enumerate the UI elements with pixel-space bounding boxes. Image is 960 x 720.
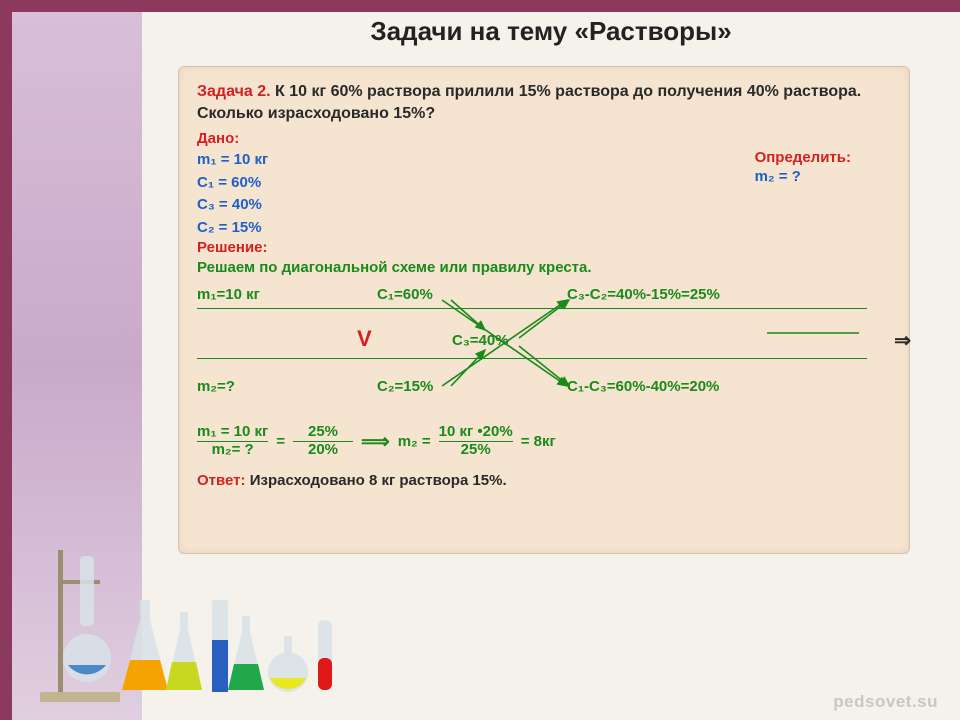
given-c3: C₃ = 40% <box>197 194 268 217</box>
implies-arrow: ⇒ <box>894 328 911 353</box>
cross-diagram: m₁=10 кг C₁=60% C₃-C₂=40%-15%=25% V C₃=4… <box>197 286 891 406</box>
given-m1: m₁ = 10 кг <box>197 149 268 172</box>
frac-lhs-top: m₁ = 10 кг <box>197 424 268 441</box>
answer-row: Ответ: Израсходовано 8 кг раствора 15%. <box>197 472 891 489</box>
eq1: = <box>276 433 285 450</box>
given-c2: C₂ = 15% <box>197 217 268 240</box>
flasks-svg <box>30 540 370 710</box>
frac-mid-top: 25% <box>308 424 338 441</box>
frac-rhs-top: 10 кг •20% <box>439 424 513 441</box>
frac-rhs-bot: 25% <box>461 442 491 459</box>
cross-arrows-svg <box>197 286 897 404</box>
flasks-illustration <box>30 540 370 710</box>
determine-block: Определить: m₂ = ? <box>755 149 851 239</box>
given-values: m₁ = 10 кг C₁ = 60% C₃ = 40% C₂ = 15% <box>197 149 268 239</box>
problem-panel: Задача 2. К 10 кг 60% раствора прилили 1… <box>178 66 910 554</box>
page-title: Задачи на тему «Растворы» <box>142 16 960 47</box>
rhs-pre: m₂ = <box>398 433 431 450</box>
rhs-result: = 8кг <box>521 433 556 450</box>
problem-label: Задача 2. <box>197 83 271 100</box>
answer-text: Израсходовано 8 кг раствора 15%. <box>250 472 507 489</box>
given-block: m₁ = 10 кг C₁ = 60% C₃ = 40% C₂ = 15% Оп… <box>197 149 891 239</box>
solution-label: Решение: <box>197 239 891 256</box>
frame-top-border <box>0 0 960 12</box>
frac-lhs-bot: m₂= ? <box>212 442 254 459</box>
frac-rhs: 10 кг •20% 25% <box>439 424 513 458</box>
fraction-calc: m₁ = 10 кг m₂= ? = 25% 20% ⟹ m₂ = 10 кг … <box>197 424 891 458</box>
problem-line-2: Сколько израсходовано 15%? <box>197 105 435 122</box>
frac-mid-bot: 20% <box>308 442 338 459</box>
problem-statement: Задача 2. К 10 кг 60% раствора прилили 1… <box>197 81 891 124</box>
method-text: Решаем по диагональной схеме или правилу… <box>197 259 891 276</box>
given-label: Дано: <box>197 130 891 147</box>
given-c1: C₁ = 60% <box>197 172 268 195</box>
frac-lhs: m₁ = 10 кг m₂= ? <box>197 424 268 458</box>
frame-left-border <box>0 0 12 720</box>
answer-label: Ответ: <box>197 472 246 489</box>
determine-label: Определить: <box>755 149 851 166</box>
implies-arrow-2: ⟹ <box>361 429 390 454</box>
watermark-text: pedsovet.su <box>833 692 938 712</box>
determine-value: m₂ = ? <box>755 168 851 185</box>
problem-line-1: К 10 кг 60% раствора прилили 15% раствор… <box>275 83 861 100</box>
frac-mid: 25% 20% <box>293 424 353 458</box>
